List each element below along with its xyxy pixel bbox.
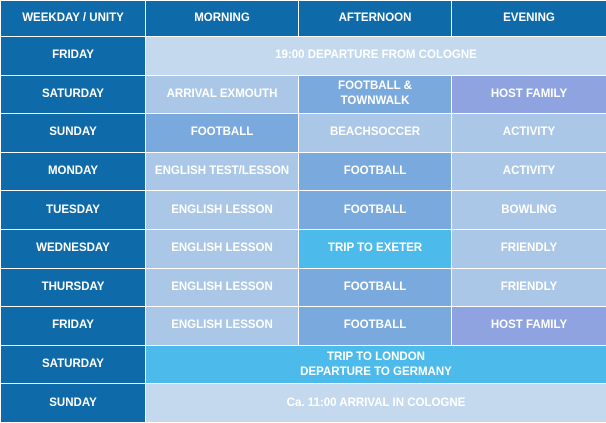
table-row: SUNDAY FOOTBALL BEACHSOCCER ACTIVITY (1, 114, 606, 153)
table-row: SATURDAY TRIP TO LONDON DEPARTURE TO GER… (1, 345, 606, 384)
table-row: THURSDAY ENGLISH LESSON FOOTBALL FRIENDL… (1, 268, 606, 307)
row-morning: ENGLISH LESSON (146, 191, 299, 230)
row-afternoon: BEACHSOCCER (299, 114, 452, 153)
row-afternoon: TRIP TO EXETER (299, 229, 452, 268)
row-day: SUNDAY (1, 384, 146, 423)
row-evening: FRIENDLY (452, 229, 606, 268)
row-all-day: TRIP TO LONDON DEPARTURE TO GERMANY (146, 345, 606, 384)
row-afternoon: FOOTBALL (299, 268, 452, 307)
table-row: WEDNESDAY ENGLISH LESSON TRIP TO EXETER … (1, 229, 606, 268)
row-day: FRIDAY (1, 37, 146, 76)
row-evening: FRIENDLY (452, 268, 606, 307)
row-morning: ENGLISH TEST/LESSON (146, 152, 299, 191)
row-afternoon: FOOTBALL (299, 307, 452, 346)
row-evening: ACTIVITY (452, 114, 606, 153)
row-day: SUNDAY (1, 114, 146, 153)
row-day: FRIDAY (1, 307, 146, 346)
row-morning: FOOTBALL (146, 114, 299, 153)
row-day: SATURDAY (1, 75, 146, 114)
row-evening: ACTIVITY (452, 152, 606, 191)
header-morning: MORNING (146, 1, 299, 37)
row-day: MONDAY (1, 152, 146, 191)
table-row: TUESDAY ENGLISH LESSON FOOTBALL BOWLING (1, 191, 606, 230)
header-row: WEEKDAY / UNITY MORNING AFTERNOON EVENIN… (1, 1, 606, 37)
row-afternoon: FOOTBALL (299, 191, 452, 230)
row-morning: ARRIVAL EXMOUTH (146, 75, 299, 114)
row-all-day: 19:00 DEPARTURE FROM COLOGNE (146, 37, 606, 76)
row-morning: ENGLISH LESSON (146, 268, 299, 307)
row-afternoon: FOOTBALL (299, 152, 452, 191)
row-day: THURSDAY (1, 268, 146, 307)
row-day: SATURDAY (1, 345, 146, 384)
row-day: TUESDAY (1, 191, 146, 230)
table-row: SUNDAY Ca. 11:00 ARRIVAL IN COLOGNE (1, 384, 606, 423)
header-afternoon: AFTERNOON (299, 1, 452, 37)
row-day: WEDNESDAY (1, 229, 146, 268)
table-row: FRIDAY ENGLISH LESSON FOOTBALL HOST FAMI… (1, 307, 606, 346)
table-row: SATURDAY ARRIVAL EXMOUTH FOOTBALL & TOWN… (1, 75, 606, 114)
row-all-day: Ca. 11:00 ARRIVAL IN COLOGNE (146, 384, 606, 423)
header-evening: EVENING (452, 1, 606, 37)
row-evening: HOST FAMILY (452, 75, 606, 114)
row-evening: HOST FAMILY (452, 307, 606, 346)
row-morning: ENGLISH LESSON (146, 307, 299, 346)
row-morning: ENGLISH LESSON (146, 229, 299, 268)
table-row: FRIDAY 19:00 DEPARTURE FROM COLOGNE (1, 37, 606, 76)
table-row: MONDAY ENGLISH TEST/LESSON FOOTBALL ACTI… (1, 152, 606, 191)
row-evening: BOWLING (452, 191, 606, 230)
row-afternoon: FOOTBALL & TOWNWALK (299, 75, 452, 114)
header-weekday: WEEKDAY / UNITY (1, 1, 146, 37)
